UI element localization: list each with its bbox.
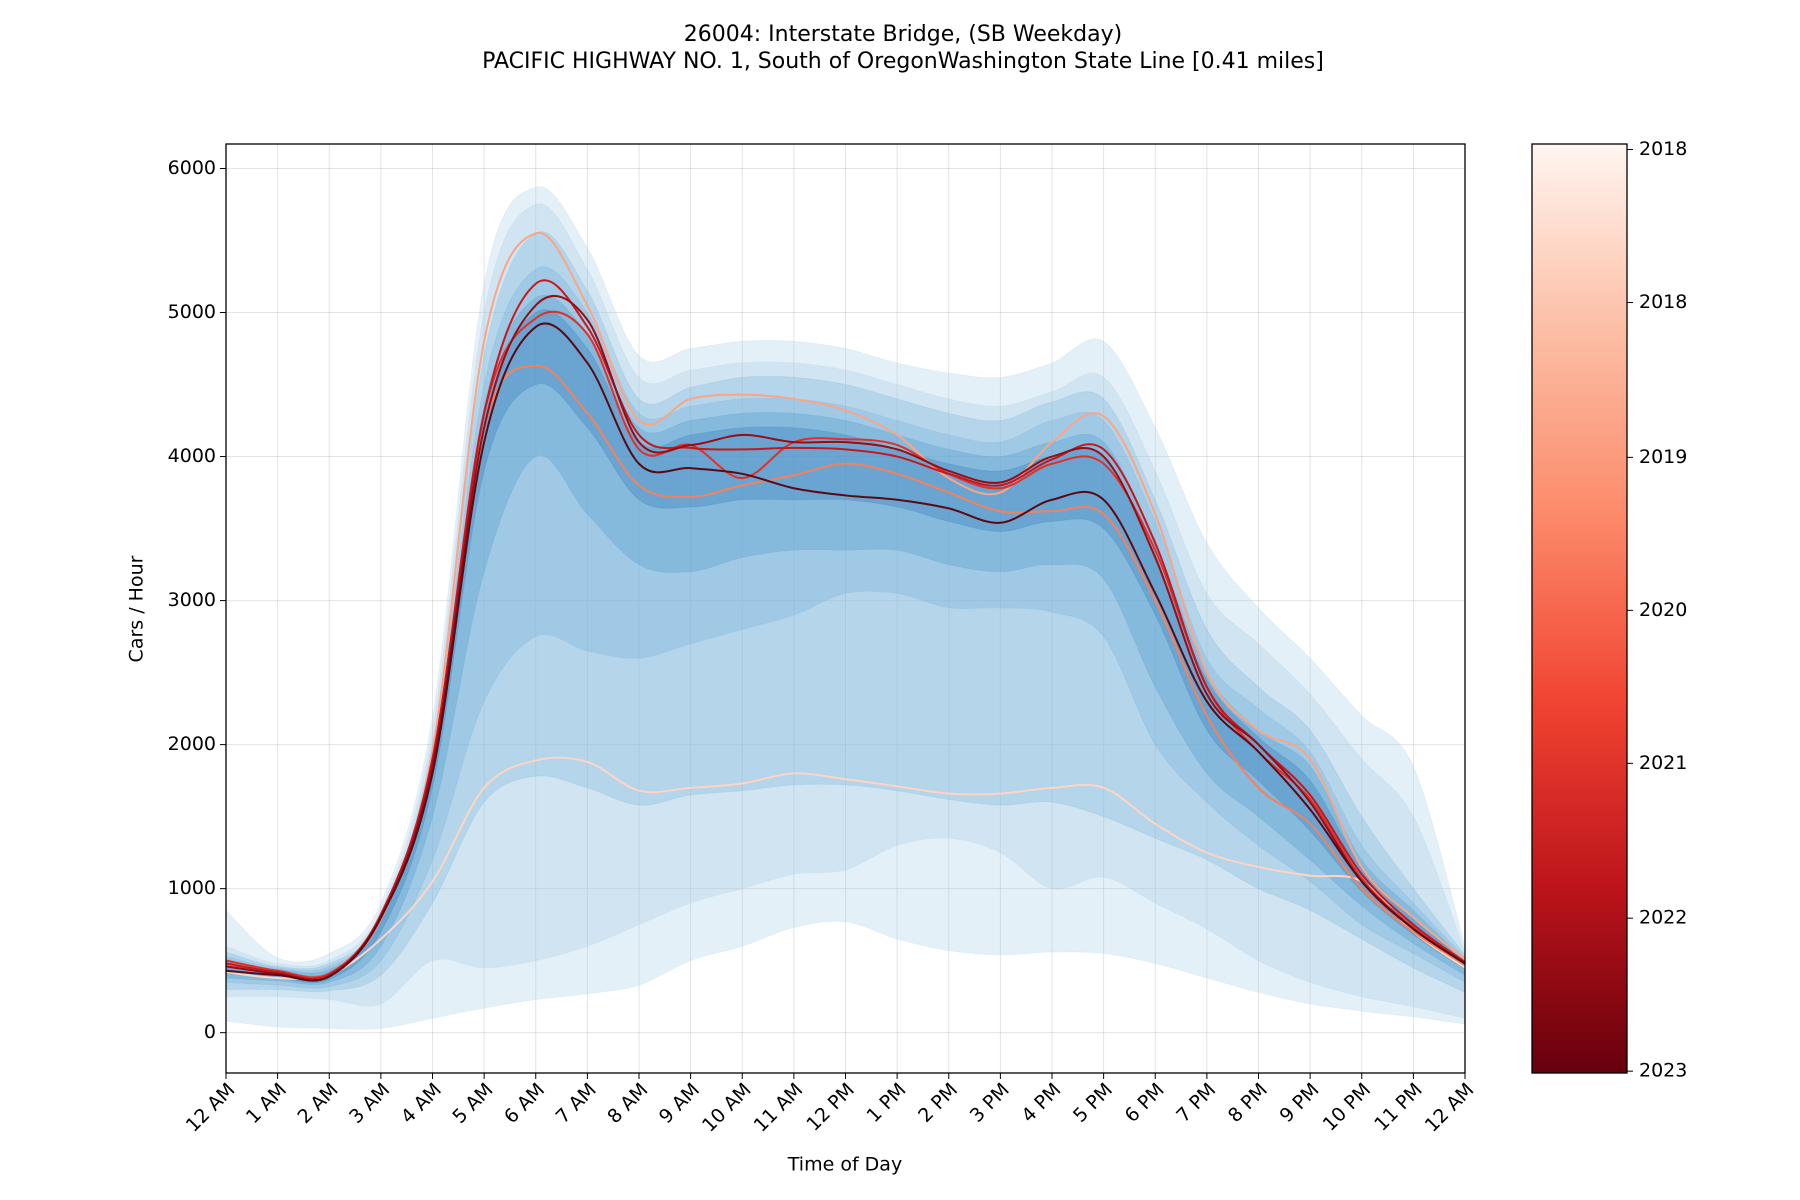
x-tick-label: 5 PM [1069, 1079, 1117, 1127]
series-line [226, 756, 1465, 981]
x-tick-label: 10 PM [1319, 1079, 1376, 1136]
series-line [226, 322, 1465, 982]
plot-frame [225, 143, 1466, 1074]
band [226, 266, 1465, 989]
x-tick-label: 7 PM [1172, 1079, 1220, 1127]
x-tick-label: 3 AM [345, 1079, 394, 1128]
y-tick-label: 1000 [168, 877, 216, 899]
x-tick-label: 4 PM [1017, 1079, 1065, 1127]
colorbar-tick-label: 2022 [1639, 907, 1687, 929]
x-tick-label: 10 AM [698, 1079, 756, 1137]
colorbar-tick-label: 2020 [1639, 599, 1687, 621]
x-tick-label: 8 PM [1224, 1079, 1272, 1127]
x-tick-label: 1 AM [242, 1079, 291, 1128]
x-tick-label: 6 AM [500, 1079, 549, 1128]
x-tick-label: 2 PM [914, 1079, 962, 1127]
x-axis-label: Time of Day [787, 1154, 902, 1176]
y-tick-label: 6000 [168, 157, 216, 179]
x-tick-label: 5 AM [448, 1079, 497, 1128]
x-tick-label: 12 AM [182, 1079, 240, 1137]
x-tick-label: 1 PM [862, 1079, 910, 1127]
colorbar-tick-label: 2023 [1639, 1060, 1687, 1082]
chart-title: 26004: Interstate Bridge, (SB Weekday) [684, 22, 1122, 47]
x-tick-label: 12 AM [1421, 1079, 1479, 1137]
y-tick-label: 3000 [168, 589, 216, 611]
x-tick-label: 9 AM [655, 1079, 704, 1128]
x-tick-label: 7 AM [552, 1079, 601, 1128]
series-line [226, 231, 1465, 979]
x-tick-label: 12 PM [802, 1079, 859, 1136]
band [226, 231, 1465, 993]
x-tick-label: 3 PM [966, 1079, 1014, 1127]
band [226, 203, 1465, 1019]
x-tick-label: 8 AM [603, 1079, 652, 1128]
x-tick-label: 11 AM [750, 1079, 808, 1137]
band [226, 186, 1465, 1030]
colorbar-tick-label: 2018 [1639, 291, 1687, 313]
grid [225, 144, 1466, 1073]
x-tick-label: 6 PM [1121, 1079, 1169, 1127]
y-tick-label: 4000 [168, 445, 216, 467]
x-tick-label: 2 AM [294, 1079, 343, 1128]
lines [226, 231, 1465, 982]
chart-subtitle: PACIFIC HIGHWAY NO. 1, South of OregonWa… [482, 49, 1324, 74]
colorbar-tick-label: 2019 [1639, 446, 1687, 468]
x-tick-label: 4 AM [397, 1079, 446, 1128]
colorbar: 2018 2018 2019 2020 2021 2022 2023 [1531, 138, 1687, 1082]
y-axis-label: Cars / Hour [126, 555, 148, 662]
series-line [226, 294, 1465, 982]
x-tick-label: 9 PM [1275, 1079, 1323, 1127]
colorbar-tick-label: 2021 [1639, 752, 1687, 774]
y-tick-label: 2000 [168, 733, 216, 755]
colorbar-body [1531, 143, 1628, 1074]
x-tick-label: 11 PM [1370, 1079, 1427, 1136]
y-tick-label: 0 [204, 1021, 216, 1043]
colorbar-tick-label: 2018 [1639, 138, 1687, 160]
bands [226, 186, 1465, 1030]
y-tick-label: 5000 [168, 301, 216, 323]
